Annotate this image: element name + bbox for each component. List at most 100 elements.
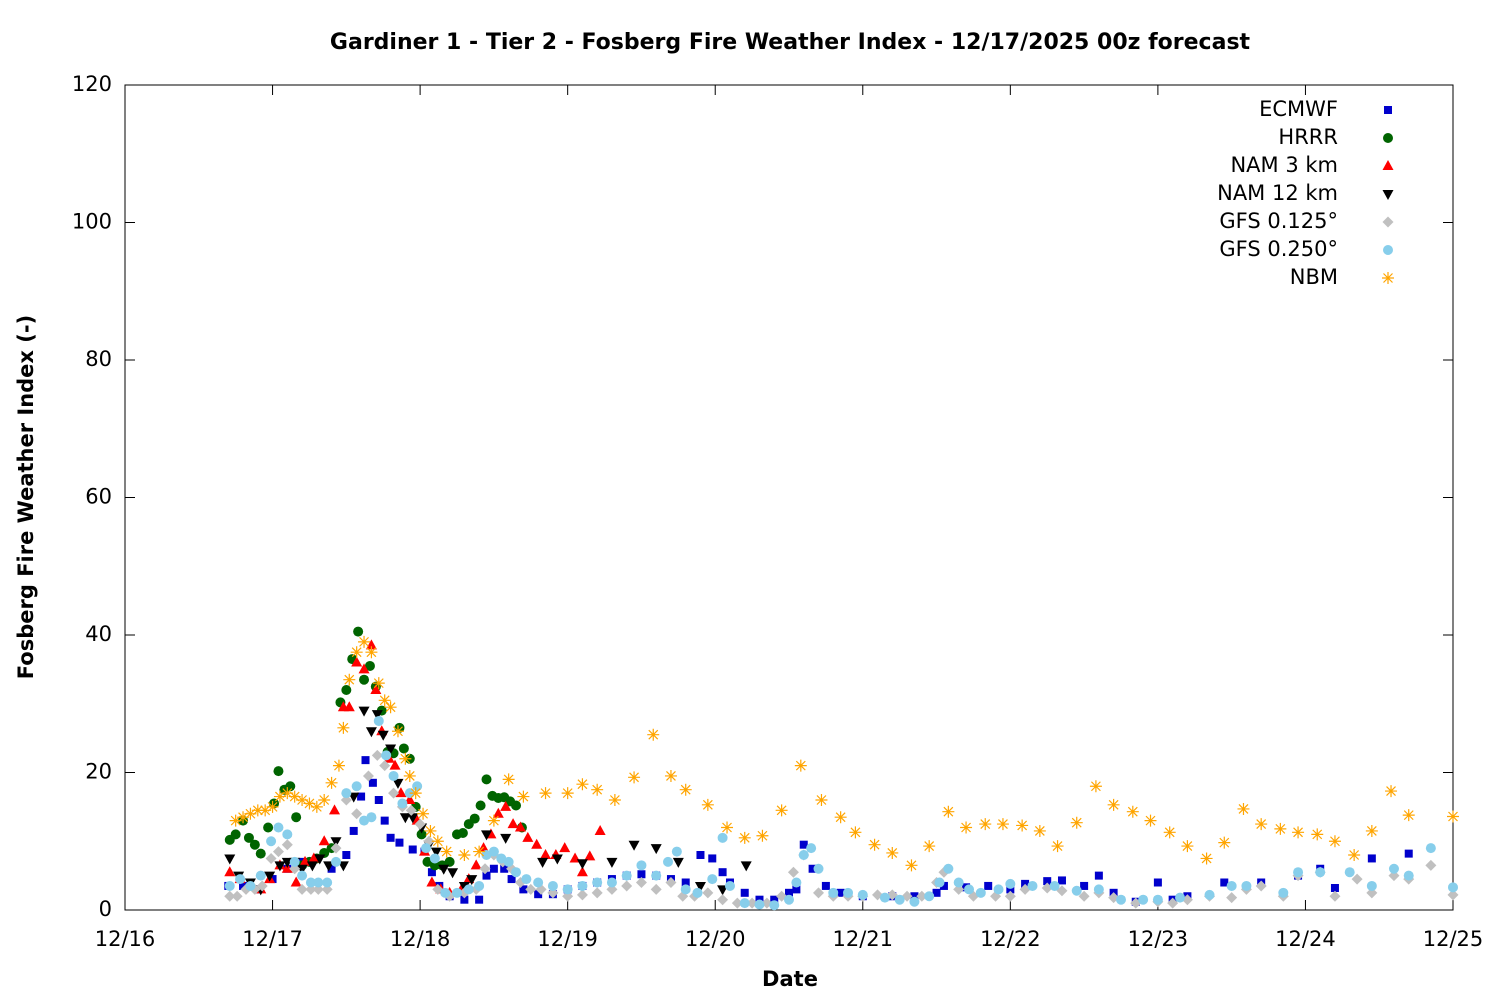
- data-point: [1218, 836, 1231, 849]
- data-point: [621, 870, 632, 881]
- data-point: [305, 877, 316, 888]
- data-point: [886, 846, 899, 859]
- data-point: [237, 811, 250, 824]
- x-tick-label: 12/16: [95, 927, 156, 951]
- data-point: [576, 866, 588, 877]
- data-point: [224, 854, 236, 865]
- data-point: [274, 861, 286, 872]
- data-point: [502, 773, 515, 786]
- data-point: [547, 880, 558, 891]
- y-tick-label: 0: [99, 897, 112, 921]
- data-point: [577, 880, 588, 891]
- data-point: [440, 845, 453, 858]
- data-point: [421, 843, 432, 854]
- data-point: [492, 807, 504, 818]
- data-point: [430, 847, 442, 858]
- data-point: [416, 829, 427, 840]
- data-point: [392, 778, 404, 789]
- data-point: [259, 804, 272, 817]
- data-point: [351, 781, 362, 792]
- data-point: [561, 787, 574, 800]
- data-point: [365, 646, 378, 659]
- data-point: [1144, 814, 1157, 827]
- data-point: [398, 743, 409, 754]
- data-point: [224, 890, 236, 902]
- data-point: [444, 856, 455, 867]
- data-point: [592, 877, 603, 888]
- data-point: [426, 876, 438, 887]
- data-point: [389, 759, 401, 770]
- data-point: [511, 800, 522, 811]
- data-point: [359, 674, 370, 685]
- data-point: [717, 894, 729, 906]
- legend-label: NAM 3 km: [1230, 153, 1338, 177]
- data-point: [701, 798, 714, 811]
- data-point: [368, 778, 377, 787]
- data-point: [1080, 881, 1089, 890]
- data-point: [576, 778, 589, 791]
- data-point: [380, 816, 389, 825]
- data-point: [1004, 890, 1016, 902]
- y-tick-label: 20: [85, 760, 112, 784]
- data-point: [724, 880, 735, 891]
- data-point: [1402, 809, 1415, 822]
- data-point: [979, 818, 992, 831]
- data-point: [374, 796, 383, 804]
- data-point: [1241, 880, 1252, 891]
- data-point: [792, 885, 801, 894]
- data-point: [1255, 818, 1268, 831]
- data-point: [1167, 897, 1179, 909]
- data-point: [1116, 894, 1126, 905]
- data-point: [993, 884, 1004, 895]
- data-point: [551, 854, 563, 865]
- data-point: [350, 646, 363, 659]
- data-point: [576, 889, 588, 901]
- data-point: [224, 880, 235, 891]
- legend-marker: [1382, 160, 1394, 170]
- data-point: [1006, 885, 1015, 894]
- data-point: [329, 804, 341, 815]
- data-point: [836, 888, 845, 897]
- data-point: [953, 877, 964, 888]
- data-point: [273, 790, 286, 803]
- data-point: [1226, 892, 1238, 904]
- data-point: [868, 838, 881, 851]
- data-point: [769, 900, 780, 911]
- data-point: [395, 838, 404, 847]
- data-point: [708, 854, 717, 863]
- data-point: [813, 887, 825, 899]
- data-point: [470, 859, 482, 870]
- data-point: [534, 890, 543, 899]
- data-point: [923, 840, 936, 853]
- data-point: [500, 864, 509, 873]
- data-point: [224, 866, 236, 877]
- data-point: [1226, 880, 1237, 891]
- data-point: [806, 843, 817, 854]
- data-point: [849, 826, 862, 839]
- data-point: [857, 889, 868, 900]
- data-point: [635, 877, 647, 888]
- data-point: [681, 878, 690, 887]
- data-point: [594, 824, 606, 835]
- data-point: [364, 660, 375, 671]
- data-point: [427, 868, 436, 877]
- data-point: [500, 800, 512, 811]
- data-point: [372, 677, 385, 690]
- data-point: [718, 868, 727, 877]
- data-point: [960, 821, 973, 834]
- data-point: [1237, 802, 1250, 815]
- data-point: [664, 769, 677, 782]
- data-point: [787, 866, 799, 878]
- data-point: [466, 875, 478, 886]
- data-point: [255, 848, 266, 859]
- data-point: [608, 794, 621, 806]
- data-point: [482, 871, 491, 880]
- data-point: [621, 880, 633, 892]
- data-point: [348, 792, 360, 803]
- data-point: [473, 845, 486, 858]
- data-point: [447, 868, 459, 879]
- y-tick-label: 40: [85, 622, 112, 646]
- data-point: [808, 864, 817, 873]
